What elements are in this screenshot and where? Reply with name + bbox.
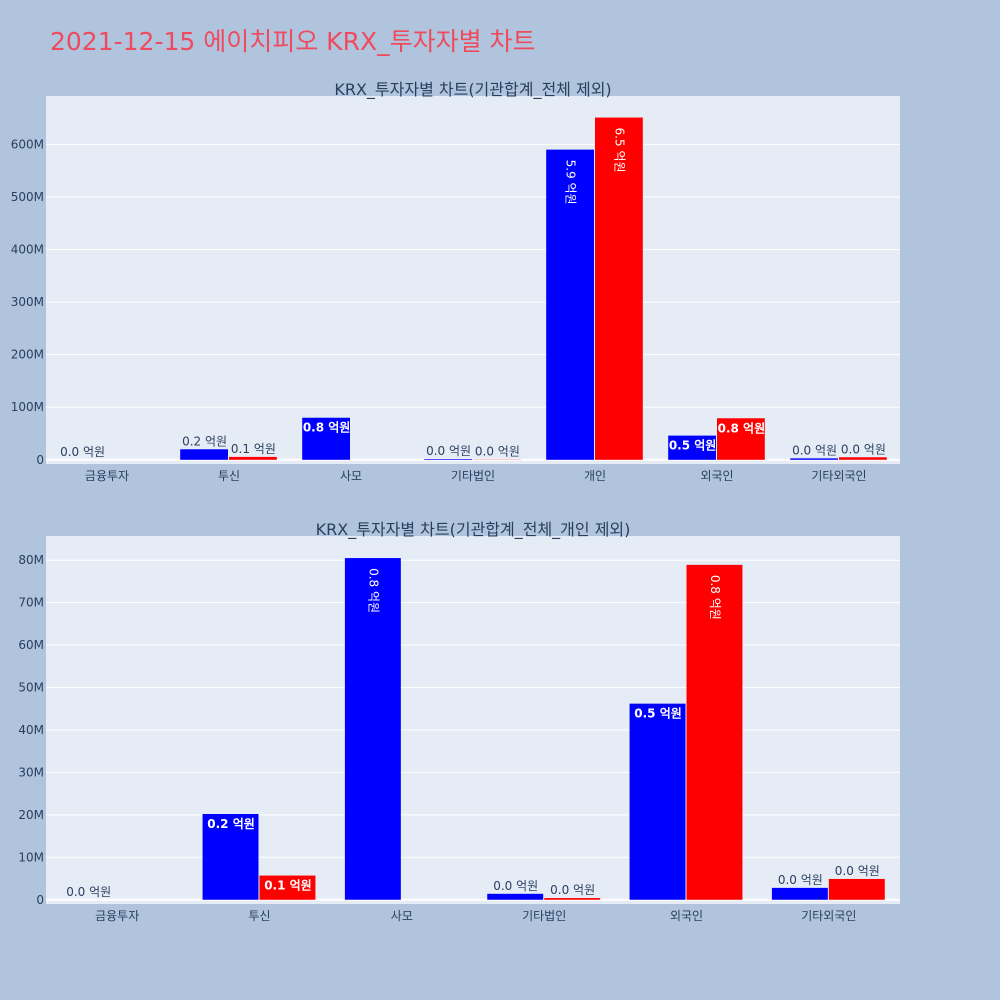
y-tick-label: 30M: [18, 765, 44, 779]
bar: [487, 893, 544, 900]
bar-label: 0.5 억원: [669, 439, 717, 453]
y-tick-label: 600M: [11, 137, 44, 151]
bar-label: 0.1 억원: [264, 879, 312, 893]
y-tick-label: 60M: [18, 638, 44, 652]
x-tick-label: 개인: [584, 469, 606, 483]
bar: [302, 417, 350, 460]
chart-top: KRX_투자자별 차트(기관합계_전체 제외) 0 100M 200M 300M 400M…: [11, 80, 900, 483]
y-tick-label: 300M: [11, 295, 44, 309]
bar-label: 0.8 억원: [366, 568, 380, 613]
x-tick-label: 사모: [391, 909, 413, 923]
bar-label: 0.8 억원: [708, 575, 722, 620]
bar: [828, 878, 885, 900]
bar: [544, 898, 601, 900]
x-tick-label: 투신: [218, 469, 240, 483]
bar: [839, 457, 887, 460]
y-tick-label: 40M: [18, 723, 44, 737]
chart-bottom: KRX_투자자별 차트(기관합계_전체_개인 제외) 0 10M 20M 30M 40M 5…: [18, 520, 900, 923]
y-tick-label: 20M: [18, 808, 44, 822]
y-tick-label: 70M: [18, 596, 44, 610]
bar-label: 5.9 억원: [564, 160, 578, 205]
bar: [546, 149, 594, 460]
y-tick-label: 0: [36, 893, 44, 907]
bar-label: 0.5 억원: [634, 707, 682, 721]
bar: [790, 458, 838, 460]
bar-label: 0.0 억원: [778, 873, 823, 887]
x-tick-label: 외국인: [670, 909, 703, 923]
chart-title: KRX_투자자별 차트(기관합계_전체_개인 제외): [316, 520, 631, 540]
bar-label: 0.1 억원: [231, 442, 276, 456]
bar: [668, 435, 716, 460]
y-tick-label: 0: [36, 453, 44, 467]
x-tick-label: 금융투자: [85, 469, 129, 483]
bar-label: 0.0 억원: [835, 864, 880, 878]
x-tick-label: 기타법인: [522, 909, 566, 923]
chart-title: KRX_투자자별 차트(기관합계_전체 제외): [334, 80, 611, 100]
bar-label: 0.0 억원: [550, 883, 595, 897]
bar-label: 0.0 억원: [841, 442, 886, 456]
y-tick-label: 500M: [11, 190, 44, 204]
bar: [229, 456, 277, 460]
bar: [180, 449, 228, 460]
bar-label: 6.5 억원: [612, 128, 626, 173]
page-title: 2021-12-15 에이치피오 KRX_투자자별 차트: [50, 27, 536, 56]
bar: [595, 117, 643, 460]
bar-label: 0.8 억원: [303, 421, 351, 435]
x-tick-label: 기타법인: [451, 469, 495, 483]
bar: [344, 558, 401, 900]
bar-label: 0.2 억원: [182, 434, 227, 448]
plot-area: [46, 536, 900, 904]
bar-label: 0.0 억원: [60, 445, 105, 459]
x-tick-label: 외국인: [700, 469, 733, 483]
bar-label: 0.0 억원: [792, 443, 837, 457]
bar: [202, 814, 259, 900]
x-tick-label: 금융투자: [95, 909, 139, 923]
y-tick-label: 100M: [11, 400, 44, 414]
y-tick-label: 10M: [18, 850, 44, 864]
bar-label: 0.0 억원: [66, 885, 111, 899]
bar-label: 0.2 억원: [207, 817, 255, 831]
x-tick-label: 기타외국인: [801, 909, 856, 923]
bar: [424, 459, 472, 460]
x-tick-label: 투신: [248, 909, 270, 923]
bar: [686, 564, 743, 900]
bar: [629, 703, 686, 900]
x-tick-label: 기타외국인: [811, 469, 866, 483]
x-tick-label: 사모: [340, 469, 362, 483]
bar: [771, 887, 828, 900]
y-tick-label: 80M: [18, 553, 44, 567]
y-tick-label: 50M: [18, 681, 44, 695]
plot-area: [46, 96, 900, 464]
bar: [717, 418, 765, 460]
bar-label: 0.0 억원: [493, 879, 538, 893]
bar-label: 0.0 억원: [475, 445, 520, 459]
bar: [259, 875, 316, 900]
bar-label: 0.0 억원: [426, 444, 471, 458]
bar-label: 0.8 억원: [718, 421, 766, 435]
y-tick-label: 200M: [11, 348, 44, 362]
y-tick-label: 400M: [11, 243, 44, 257]
